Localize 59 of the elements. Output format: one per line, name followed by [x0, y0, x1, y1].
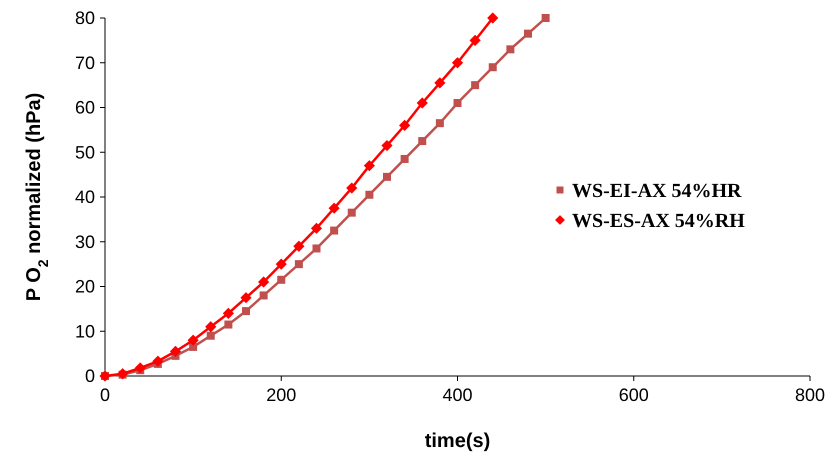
point — [454, 99, 462, 108]
point — [487, 12, 498, 24]
point — [206, 332, 215, 340]
point — [294, 260, 303, 268]
point — [224, 320, 232, 329]
x-tick-label: 800 — [794, 385, 826, 405]
point — [364, 160, 375, 172]
point — [242, 307, 250, 316]
x-tick-label: 600 — [618, 385, 649, 405]
y-tick-label: 10 — [74, 321, 95, 342]
point — [488, 63, 497, 72]
point — [222, 308, 234, 319]
x-axis-title: time(s) — [424, 430, 490, 452]
point — [524, 30, 532, 38]
point — [383, 172, 391, 181]
legend-label: WS-ES-AX 54%RH — [572, 210, 746, 232]
point — [506, 45, 514, 54]
point — [277, 276, 286, 284]
point — [346, 182, 358, 194]
y-tick-label: 50 — [74, 142, 95, 162]
x-tick-label: 200 — [266, 385, 296, 405]
point — [348, 208, 356, 217]
y-tick-label: 80 — [74, 8, 95, 28]
point — [170, 346, 182, 357]
y-tick-label: 40 — [74, 187, 95, 207]
point — [434, 77, 446, 88]
point — [258, 276, 270, 288]
point — [205, 321, 216, 332]
y-tick-label: 0 — [84, 366, 95, 386]
point — [312, 244, 320, 252]
point — [330, 226, 338, 235]
point — [152, 356, 164, 367]
point — [381, 140, 393, 152]
x-tick-label: 400 — [442, 385, 473, 405]
point — [188, 334, 199, 346]
point — [134, 362, 146, 374]
point — [452, 57, 464, 68]
legend-label: WS-EI-AX 54%HR — [572, 180, 742, 202]
y-tick-label: 60 — [74, 98, 95, 118]
point — [542, 14, 550, 22]
point — [260, 291, 268, 300]
y-tick-label: 30 — [74, 232, 95, 252]
point — [117, 368, 128, 380]
x-tick-label: 0 — [100, 385, 110, 405]
point — [293, 240, 304, 252]
point — [400, 154, 409, 163]
point — [240, 292, 252, 304]
y-tick-label: 70 — [74, 52, 95, 73]
point — [399, 120, 410, 131]
point — [365, 190, 374, 199]
point — [436, 119, 444, 128]
point — [418, 137, 426, 146]
point — [471, 81, 480, 90]
point — [470, 34, 481, 46]
y-tick-label: 20 — [74, 276, 95, 296]
point — [416, 97, 428, 109]
point — [310, 222, 322, 234]
point — [276, 258, 287, 270]
point — [328, 202, 340, 214]
